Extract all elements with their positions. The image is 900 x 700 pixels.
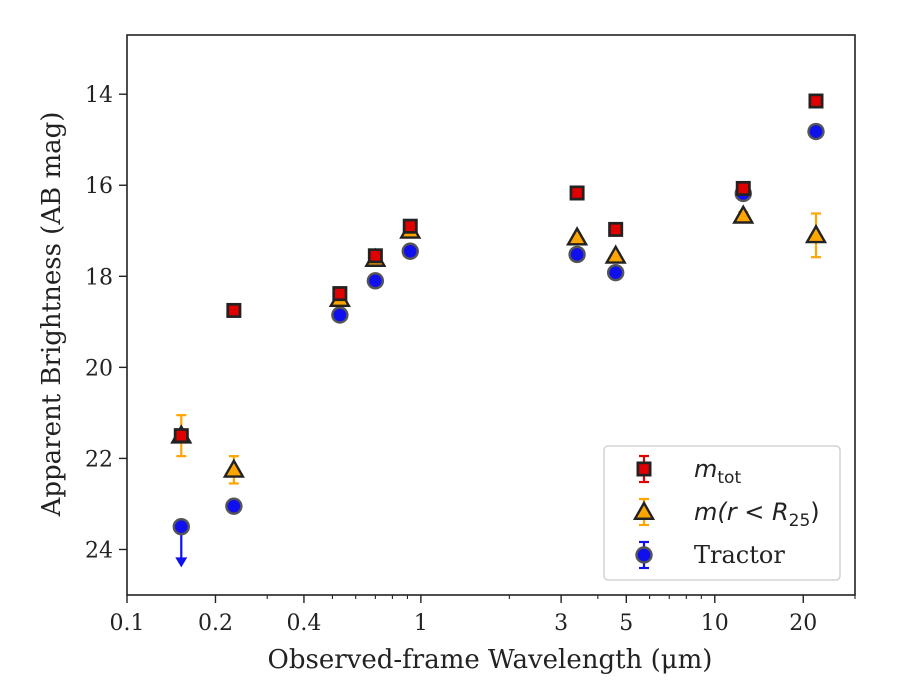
data-point bbox=[807, 122, 825, 141]
legend-marker bbox=[632, 500, 656, 520]
y-tick-label: 16 bbox=[85, 174, 113, 199]
square-marker-fill bbox=[229, 305, 239, 316]
square-marker-fill bbox=[335, 288, 345, 299]
data-point bbox=[366, 272, 385, 290]
data-point bbox=[568, 245, 586, 264]
x-tick-label: 5 bbox=[619, 611, 633, 636]
y-axis-title: Apparent Brightness (AB mag) bbox=[37, 112, 67, 518]
x-tick-label: 1 bbox=[414, 611, 428, 636]
data-point bbox=[566, 226, 589, 246]
x-tick-label: 10 bbox=[701, 611, 729, 636]
legend-marker bbox=[636, 461, 652, 477]
data-point bbox=[604, 244, 627, 264]
data-point bbox=[226, 302, 242, 318]
data-point bbox=[222, 458, 245, 478]
y-tick-label: 14 bbox=[85, 83, 113, 108]
data-point bbox=[173, 428, 189, 444]
x-tick-label: 0.4 bbox=[286, 611, 321, 636]
data-point bbox=[808, 93, 824, 109]
square-marker-fill bbox=[639, 464, 649, 474]
x-tick-label: 0.1 bbox=[110, 611, 145, 636]
data-point bbox=[804, 223, 828, 244]
y-tick-label: 20 bbox=[85, 356, 113, 381]
y-tick-label: 22 bbox=[85, 447, 113, 472]
legend-box bbox=[603, 445, 841, 581]
plot-frame bbox=[126, 34, 856, 596]
square-marker-fill bbox=[811, 96, 821, 106]
square-marker-fill bbox=[610, 224, 621, 235]
x-axis: 0.1 0.2 0.4 1 3 5 10 20 bbox=[110, 595, 856, 636]
x-tick-label: 0.2 bbox=[198, 611, 233, 636]
square-marker-fill bbox=[176, 430, 187, 441]
upper-limit-arrowhead bbox=[175, 557, 188, 568]
data-point bbox=[735, 180, 751, 196]
y-tick-label: 24 bbox=[85, 538, 113, 563]
data-point bbox=[332, 286, 348, 302]
square-marker-fill bbox=[738, 183, 749, 194]
data-point bbox=[172, 518, 190, 536]
data-point bbox=[401, 242, 419, 260]
plot-area bbox=[126, 34, 856, 596]
data-point bbox=[331, 306, 349, 324]
y-axis: 14 16 18 20 22 24 bbox=[85, 83, 127, 563]
data-point bbox=[732, 204, 755, 224]
data-marks bbox=[170, 93, 828, 568]
square-marker-fill bbox=[370, 251, 381, 261]
legend-marker bbox=[635, 546, 653, 564]
data-point bbox=[606, 263, 625, 282]
legend-entry: Tractor bbox=[635, 540, 785, 570]
legend-label: Tractor bbox=[694, 541, 785, 569]
data-point bbox=[402, 218, 418, 234]
x-tick-label: 20 bbox=[789, 611, 817, 636]
data-point bbox=[569, 185, 585, 201]
y-tick-label: 18 bbox=[85, 265, 113, 290]
square-marker-fill bbox=[572, 188, 582, 198]
data-point bbox=[608, 221, 624, 237]
square-marker-fill bbox=[405, 221, 416, 232]
x-axis-title: Observed-frame Wavelength (μm) bbox=[268, 645, 713, 675]
data-point bbox=[367, 248, 383, 264]
data-point bbox=[225, 497, 243, 515]
x-tick-label: 3 bbox=[554, 611, 568, 636]
